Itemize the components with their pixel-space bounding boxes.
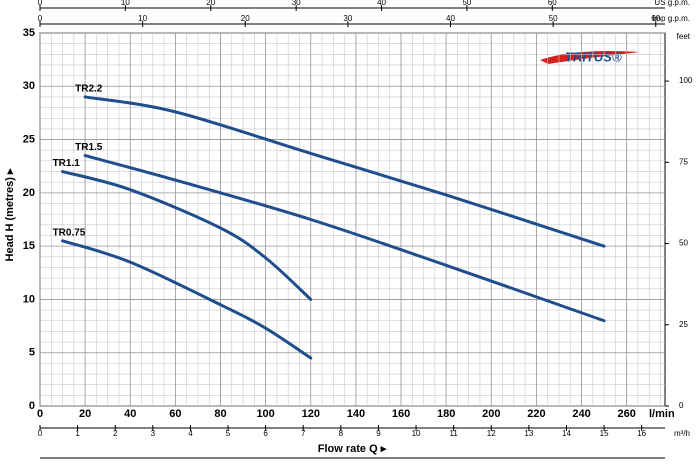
- axis-tick-label: 4: [188, 429, 193, 438]
- axis-tick-label: 30: [343, 14, 352, 23]
- x-tick-label: 40: [124, 408, 136, 420]
- curve-label: TR0.75: [53, 227, 86, 238]
- axis-tick-label: 3: [151, 429, 156, 438]
- y2-tick-label: 75: [679, 157, 688, 166]
- plot-frame: [39, 32, 666, 407]
- axis-tick-label: 11: [450, 429, 459, 438]
- axis-tick-label: 10: [412, 429, 421, 438]
- y-tick-label: 0: [29, 400, 35, 412]
- axis-tick-label: 10: [121, 0, 130, 7]
- axis-tick-label: 14: [562, 429, 571, 438]
- axis-tick-label: 9: [376, 429, 381, 438]
- x-tick-label: 220: [527, 408, 545, 420]
- axis-label: Imp g.p.m.: [652, 14, 690, 23]
- axis-tick-label: 13: [524, 429, 533, 438]
- x-tick-label: 100: [256, 408, 274, 420]
- y2-tick-label: 25: [679, 320, 688, 329]
- curve-label: TR1.5: [75, 142, 103, 153]
- y-tick-label: 30: [23, 80, 35, 92]
- x-tick-label: 120: [302, 408, 320, 420]
- y-tick-label: 20: [23, 187, 35, 199]
- axis-tick-label: 12: [487, 429, 496, 438]
- x-tick-label: 0: [37, 408, 43, 420]
- axis-tick-label: 40: [377, 0, 386, 7]
- y2-tick-label: 0: [679, 401, 684, 410]
- y-tick-label: 25: [23, 133, 35, 145]
- y-tick-label: 15: [23, 240, 35, 252]
- x-tick-label: 80: [214, 408, 226, 420]
- x-tick-label: 20: [79, 408, 91, 420]
- axis-tick-label: 50: [549, 14, 558, 23]
- y-tick-label: 10: [23, 293, 35, 305]
- curve-label: TR1.1: [53, 158, 81, 169]
- axis-tick-label: 0: [38, 429, 43, 438]
- pump-curve: [61, 170, 313, 301]
- axis-tick-label: 10: [138, 14, 147, 23]
- pump-curve: [83, 95, 606, 248]
- axis-label: m³/h: [674, 429, 690, 438]
- axis-tick-label: 6: [263, 429, 268, 438]
- axis-tick-label: 60: [548, 0, 557, 7]
- x-tick-label: 60: [169, 408, 181, 420]
- logo-text: TRITUS®: [565, 49, 622, 64]
- x-tick-label: 140: [347, 408, 365, 420]
- axis-label: US g.p.m.: [654, 0, 690, 7]
- x-tick-label: 240: [572, 408, 590, 420]
- y2-axis-title: feet: [677, 32, 691, 41]
- y-axis-title: Head H (metres) ▸: [4, 168, 16, 261]
- x-tick-label: 160: [392, 408, 410, 420]
- x-axis-title: Flow rate Q ▸: [318, 443, 387, 455]
- pump-curve: [61, 239, 313, 360]
- curve-label: TR2.2: [75, 84, 103, 95]
- y-tick-label: 35: [23, 27, 35, 39]
- y2-tick-label: 100: [679, 76, 693, 85]
- y2-tick-label: 50: [679, 239, 688, 248]
- x-tick-label: 260: [617, 408, 635, 420]
- x-unit: l/min: [649, 408, 675, 420]
- axis-tick-label: 2: [113, 429, 118, 438]
- axis-tick-label: 5: [226, 429, 231, 438]
- axis-tick-label: 16: [637, 429, 646, 438]
- axis-tick-label: 40: [446, 14, 455, 23]
- axis-tick-label: 20: [241, 14, 250, 23]
- axis-tick-label: 15: [600, 429, 609, 438]
- axis-tick-label: 0: [38, 14, 43, 23]
- y-tick-label: 5: [29, 347, 35, 359]
- x-tick-label: 180: [437, 408, 455, 420]
- axis-tick-label: 1: [75, 429, 80, 438]
- x-tick-label: 200: [482, 408, 500, 420]
- axis-tick-label: 0: [38, 0, 43, 7]
- axis-tick-label: 30: [292, 0, 301, 7]
- axis-tick-label: 7: [301, 429, 306, 438]
- pump-curve: [83, 154, 606, 323]
- axis-tick-label: 8: [339, 429, 344, 438]
- axis-tick-label: 20: [206, 0, 215, 7]
- axis-tick-label: 50: [462, 0, 471, 7]
- axis-tick-label: 60: [651, 14, 660, 23]
